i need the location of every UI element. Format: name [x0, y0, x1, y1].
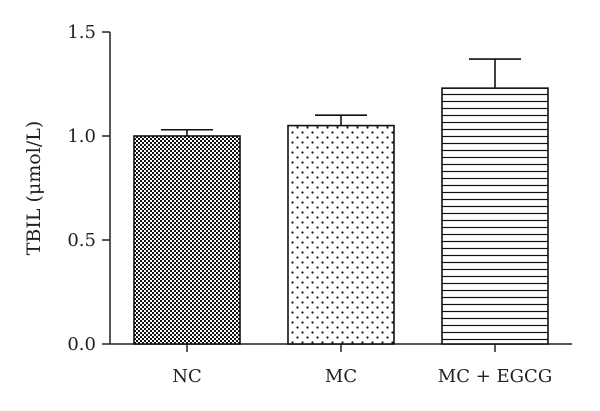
bars: [133, 87, 549, 345]
y-tick-label: 1.5: [67, 22, 96, 43]
y-tick-label: 1.0: [67, 126, 96, 147]
x-tick-label: NC: [172, 366, 202, 387]
x-axis: NC MC MC + EGCG: [110, 343, 572, 387]
y-axis: 0.0 0.5 1.0 1.5: [67, 22, 111, 355]
x-tick-label: MC + EGCG: [438, 366, 552, 387]
error-bars: [161, 58, 521, 136]
bar-mc-egcg: [441, 87, 549, 345]
y-axis-title: TBIL (μmol/L): [23, 121, 45, 256]
x-tick-label: MC: [325, 366, 357, 387]
bar-mc: [287, 124, 395, 345]
y-tick-label: 0.0: [67, 334, 96, 355]
bar-nc: [133, 135, 241, 345]
y-tick-label: 0.5: [67, 230, 96, 251]
